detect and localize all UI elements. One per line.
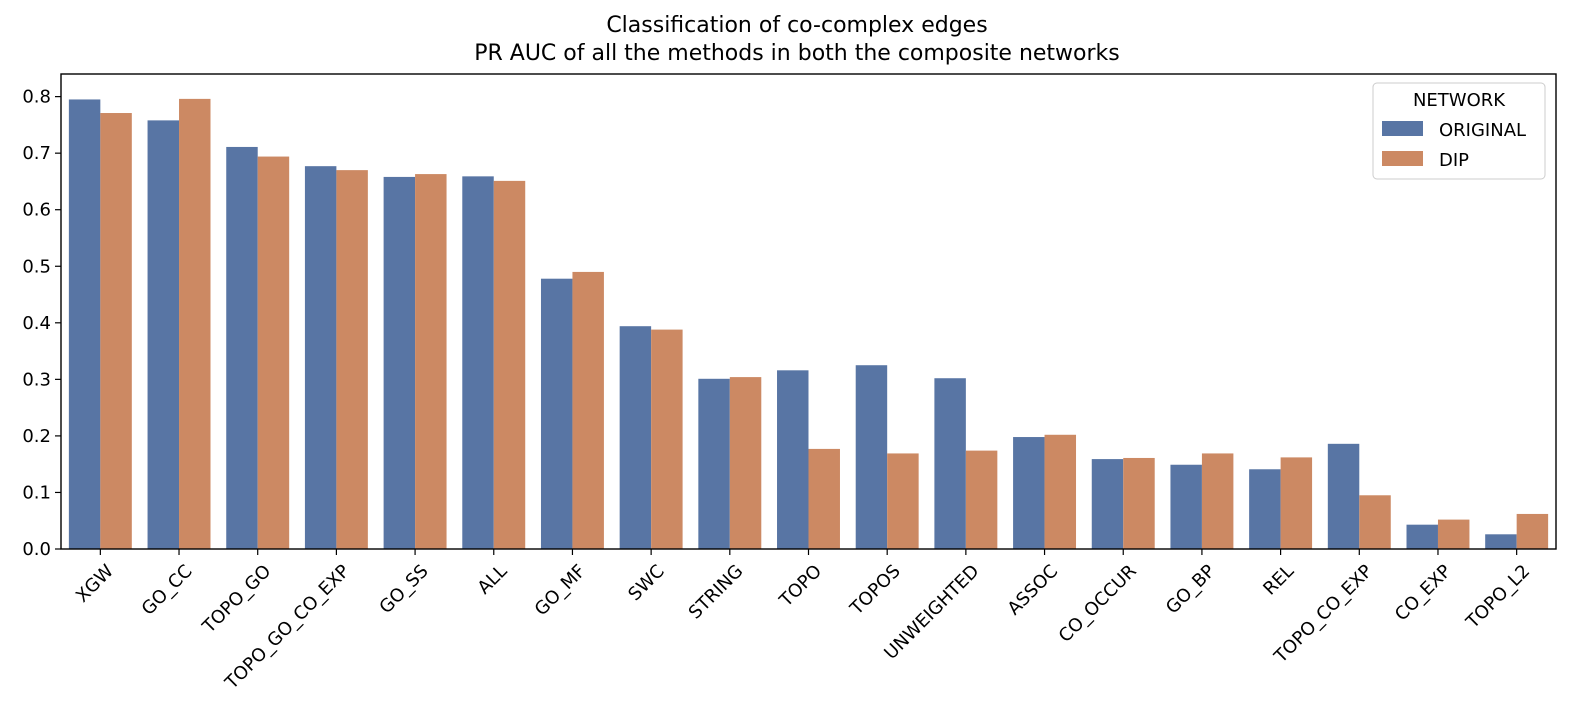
bar-dip-swc [651,329,683,549]
bar-dip-topo-l2 [1516,513,1549,549]
y-tick-label: 0.2 [22,426,51,447]
bar-original-string [698,378,730,549]
bar-dip-go-bp [1201,453,1234,549]
y-tick-label: 0.3 [22,369,51,390]
legend-swatch-dip [1382,151,1423,166]
bar-original-topo-co-exp [1327,443,1360,549]
bar-original-go-ss [383,176,416,550]
bars-group [68,98,1549,550]
bar-original-unweighted [934,378,966,549]
bar-original-go-mf [540,278,573,549]
y-tick-label: 0.0 [22,539,51,560]
bar-original-all [462,176,494,549]
x-tick-label-swc: SWC [624,561,668,605]
x-tick-label-go-mf: GO_MF [531,561,590,620]
bar-original-topo [777,370,809,549]
bar-dip-string [729,377,762,549]
bar-original-go-cc [147,120,180,550]
legend-label-dip: DIP [1439,150,1469,171]
bar-original-go-bp [1170,464,1202,549]
legend-title: NETWORK [1413,90,1506,111]
bar-original-topo-l2 [1485,534,1517,549]
bar-dip-topo-go [257,156,290,549]
x-tick-label-rel: REL [1259,561,1298,600]
bar-dip-topo-go-co-exp [336,170,368,549]
bar-dip-all [493,180,526,550]
bar-dip-topo-co-exp [1359,495,1391,549]
legend: NETWORK ORIGINAL DIP [1372,82,1546,180]
x-tick-label-go-bp: GO_BP [1162,561,1220,619]
x-tick-label-go-ss: GO_SS [375,561,432,618]
chart-title: Classification of co-complex edges [606,13,987,38]
x-tick-label-co-occur: CO_OCCUR [1055,561,1141,647]
x-tick-label-topo: TOPO [775,561,826,612]
y-tick-label: 0.5 [22,256,51,277]
bar-dip-go-mf [572,271,604,549]
bar-dip-co-occur [1123,457,1155,549]
x-tick-label-assoc: ASSOC [1004,561,1063,620]
bar-original-assoc [1013,437,1045,549]
legend-swatch-original [1382,121,1423,136]
x-tick-label-co-exp: CO_EXP [1391,561,1456,626]
x-tick-label-xgw: XGW [72,561,118,607]
x-tick-label-topos: TOPOS [846,561,905,620]
chart-subtitle: PR AUC of all the methods in both the co… [474,41,1120,66]
bar-original-topos [855,365,888,549]
bar-dip-topos [887,453,919,549]
bar-original-co-occur [1091,459,1124,549]
y-axis: 0.0 0.1 0.2 0.3 0.4 0.5 0.6 0.7 0.8 [22,87,61,560]
bar-dip-go-ss [415,174,447,549]
legend-label-original: ORIGINAL [1439,120,1526,141]
x-tick-label-go-cc: GO_CC [138,561,197,620]
bar-dip-go-cc [179,98,211,549]
x-tick-label-topo-go: TOPO_GO [198,561,275,638]
y-tick-label: 0.7 [22,143,51,164]
bar-original-topo-go-co-exp [304,166,337,550]
bar-original-co-exp [1406,524,1438,549]
x-tick-label-all: ALL [474,561,512,599]
bar-dip-co-exp [1437,519,1470,549]
bar-dip-topo [808,448,840,549]
bar-dip-unweighted [965,450,998,549]
bar-dip-xgw [100,113,132,550]
y-tick-label: 0.4 [22,313,51,334]
bar-original-swc [619,326,652,549]
plot-frame [60,73,1557,550]
x-tick-label-topo-l2: TOPO_L2 [1462,561,1535,634]
bar-original-xgw [68,99,101,549]
y-tick-label: 0.6 [22,200,51,221]
x-tick-label-string: STRING [685,561,748,624]
y-tick-label: 0.1 [22,482,51,503]
bar-dip-assoc [1044,434,1077,549]
bar-dip-rel [1280,457,1313,549]
bar-original-topo-go [226,146,258,549]
y-tick-label: 0.8 [22,87,51,108]
bar-original-rel [1249,469,1281,549]
